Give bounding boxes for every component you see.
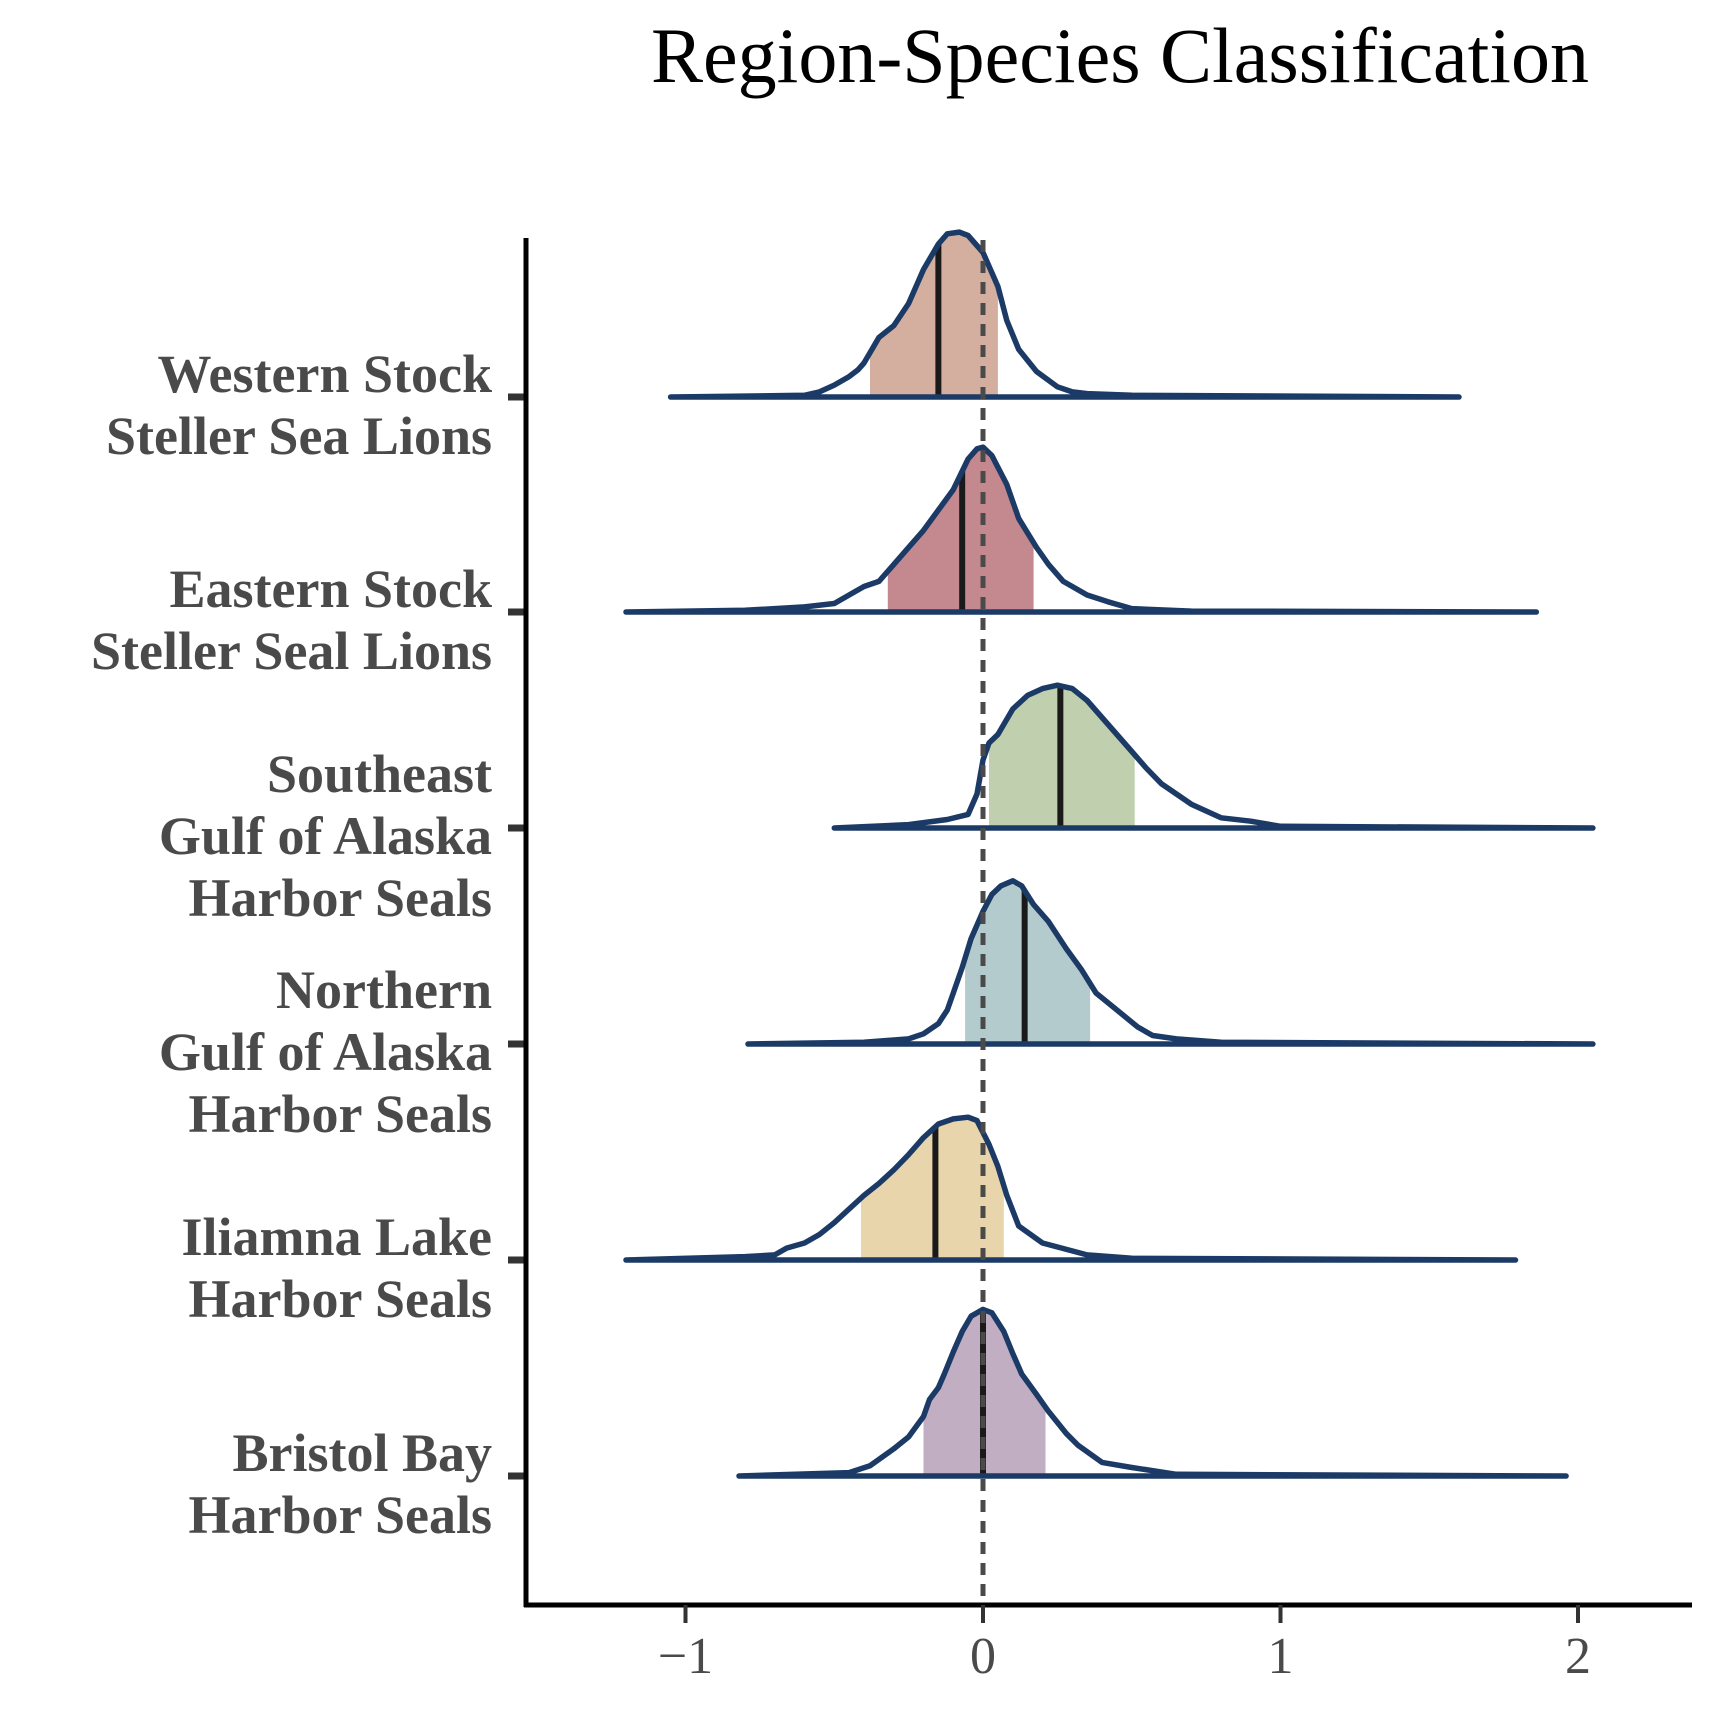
y-label-line: Harbor Seals xyxy=(188,1084,492,1144)
y-label-line: Southeast xyxy=(267,744,492,804)
ridge-group xyxy=(623,444,1540,615)
y-label-line: Gulf of Alaska xyxy=(159,1022,492,1082)
y-label-line: Steller Seal Lions xyxy=(91,621,492,681)
ridge-outline xyxy=(623,444,1540,615)
ridge-group xyxy=(736,1306,1569,1479)
y-label-line: Eastern Stock xyxy=(170,559,493,619)
y-label-line: Northern xyxy=(276,960,492,1020)
x-tick-label: 2 xyxy=(1565,1628,1591,1685)
ridge-group xyxy=(623,1114,1519,1263)
y-category-label: Bristol Bay Harbor Seals xyxy=(188,1423,492,1545)
ridge-outline xyxy=(736,1306,1569,1479)
x-tick-label: −1 xyxy=(658,1628,713,1685)
x-tick-label: 0 xyxy=(970,1628,996,1685)
y-label-line: Steller Sea Lions xyxy=(106,406,492,466)
y-category-label: Southeast Gulf of Alaska Harbor Seals xyxy=(159,744,492,928)
y-label-line: Harbor Seals xyxy=(188,1485,492,1545)
y-axis: Western Stock Steller Sea Lions Eastern St… xyxy=(91,238,529,1607)
y-category-label: Eastern Stock Steller Seal Lions xyxy=(91,559,492,681)
ridge-group xyxy=(745,878,1596,1047)
ridge-outline xyxy=(667,229,1462,400)
y-category-label: Northern Gulf of Alaska Harbor Seals xyxy=(159,960,492,1144)
x-axis: −1 0 1 2 xyxy=(524,1602,1692,1685)
y-label-line: Bristol Bay xyxy=(232,1423,492,1483)
y-label-line: Harbor Seals xyxy=(188,1269,492,1329)
ridge-ci-fill xyxy=(870,232,998,397)
chart-title: Region-Species Classification xyxy=(651,12,1589,99)
ridge-outline xyxy=(831,682,1596,831)
ridge-group xyxy=(667,229,1462,400)
y-label-line: Western Stock xyxy=(158,344,492,404)
ridge-group xyxy=(831,682,1596,831)
y-label-line: Iliamna Lake xyxy=(181,1207,492,1267)
ridges xyxy=(623,229,1596,1479)
x-tick-label: 1 xyxy=(1268,1628,1294,1685)
y-category-label: Western Stock Steller Sea Lions xyxy=(106,344,492,466)
y-category-label: Iliamna Lake Harbor Seals xyxy=(181,1207,492,1329)
y-label-line: Harbor Seals xyxy=(188,868,492,928)
ridge-outline xyxy=(745,878,1596,1047)
y-label-line: Gulf of Alaska xyxy=(159,806,492,866)
ridge-outline xyxy=(623,1114,1519,1263)
